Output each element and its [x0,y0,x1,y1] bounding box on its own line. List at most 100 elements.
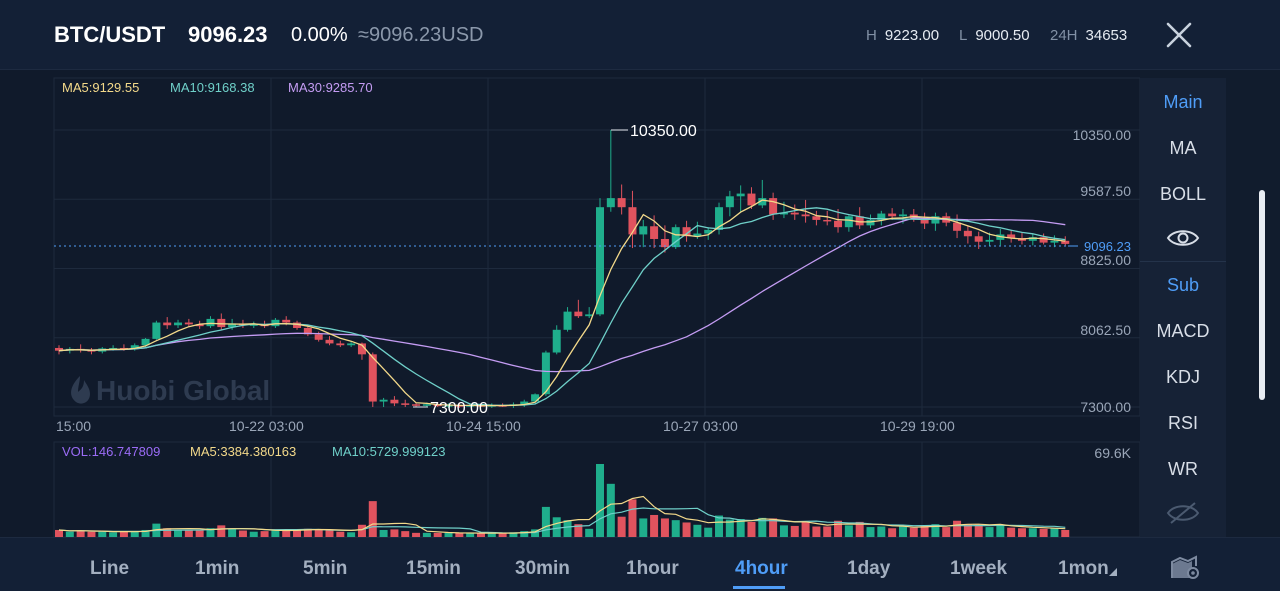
ma10-legend: MA10:9168.38 [170,80,255,95]
chart-area[interactable]: Huobi Global MA5:9129.55 MA10:9168.38 MA… [0,70,1141,538]
sub-indicator-header[interactable]: Sub [1166,275,1200,295]
volume-bar [596,464,604,537]
volume-bar [909,527,918,537]
interval-1day[interactable]: 1day [847,558,891,579]
interval-5min[interactable]: 5min [303,558,348,579]
volume-bar [1017,528,1026,537]
volume-bar [303,528,312,537]
volume-bar [163,528,172,537]
y-tick-label: 10350.00 [1073,127,1132,143]
kline-chart[interactable]: Huobi Global MA5:9129.55 MA10:9168.38 MA… [0,70,1141,538]
volume-bar [855,521,864,537]
volume-bar [401,531,410,537]
scrollbar[interactable] [1259,190,1265,400]
huobi-logo-icon [71,376,90,404]
high-marker: 10350.00 [630,123,697,140]
x-tick-label: 10-24 15:00 [446,418,521,434]
volume-bar [931,524,940,537]
volume-bar [76,530,85,537]
ma30-legend: MA30:9285.70 [288,80,373,95]
chart-settings-button[interactable] [1168,552,1202,582]
candle-body [877,213,886,220]
rsi-option[interactable]: RSI [1167,413,1198,433]
candle-body [379,399,388,402]
y-tick-label: 8062.50 [1080,322,1131,338]
volume-bar [379,529,388,537]
interval-1mon[interactable]: 1mon [1058,558,1109,579]
volume-bar [271,529,280,537]
wr-option[interactable]: WR [1168,459,1198,479]
candle-body [888,213,897,217]
sub-visibility-toggle[interactable] [1140,501,1226,530]
candle-body [834,220,843,228]
candle-body [974,236,983,242]
candle-body [130,345,139,349]
candle-body [563,311,572,330]
x-tick-label: 15:00 [56,418,91,434]
ma10-line [58,207,1066,406]
candle-body [596,207,604,315]
macd-option[interactable]: MACD [1156,321,1210,341]
candle-body [1050,240,1059,243]
volume-bar [552,517,561,537]
interval-30min[interactable]: 30min [515,558,570,579]
vol-ma10-legend: MA10:5729.999123 [332,444,445,459]
candle-body [444,405,453,407]
vol-max-label: 69.6K [1094,445,1131,461]
candle-body [552,329,561,353]
candle-body [617,198,626,208]
main-indicator-header[interactable]: Main [1163,92,1203,112]
interval-line[interactable]: Line [90,558,130,579]
boll-option[interactable]: BOLL [1159,184,1207,204]
candle-body [693,233,702,237]
candle-body [963,230,972,237]
candle-body [152,322,161,339]
candle-body [314,334,323,340]
candle-body [174,322,183,326]
kdj-option[interactable]: KDJ [1165,367,1200,387]
volume-bar [195,530,204,537]
volume-bar [769,518,778,537]
candle-body [184,322,193,325]
more-intervals-icon[interactable] [1109,568,1117,576]
candle-body [823,219,832,222]
candle-body [195,324,204,327]
volume-bar [779,525,788,537]
interval-4hour[interactable]: 4hour [735,558,788,579]
volume-bar [65,531,74,537]
trading-pair[interactable]: BTC/USDT [54,22,166,47]
y-tick-label: 8825.00 [1080,252,1131,268]
volume-bar [606,483,615,537]
main-visibility-toggle[interactable] [1140,226,1226,255]
close-button[interactable] [1160,16,1198,54]
candle-body [747,193,756,206]
volume-bar [704,527,713,537]
volume-bar [823,526,832,537]
volume-bar [119,531,128,537]
volume-ma5-line [58,495,1066,534]
interval-1week[interactable]: 1week [950,558,1008,579]
interval-15min[interactable]: 15min [406,558,461,579]
candle-body [325,339,334,344]
volume-label: 24H [1050,27,1078,44]
candle-body [55,347,63,351]
volume-bar [130,531,139,537]
volume-bar [444,532,453,537]
x-tick-label: 10-22 03:00 [229,418,304,434]
volume-value: 34653 [1085,27,1128,44]
candle-body [141,338,150,346]
usd-equivalent: ≈9096.23USD [358,24,484,46]
low-value: 9000.50 [975,27,1030,44]
interval-1min[interactable]: 1min [195,558,240,579]
volume-bar [877,526,886,537]
low-marker: 7300.00 [430,400,488,417]
volume-bar [109,532,118,537]
candle-body [357,343,366,355]
volume-bar [509,532,518,537]
candle-body [249,324,258,326]
interval-1hour[interactable]: 1hour [626,558,679,579]
volume-bar [974,524,983,537]
candle-body [920,218,929,224]
ma-option[interactable]: MA [1169,138,1197,158]
